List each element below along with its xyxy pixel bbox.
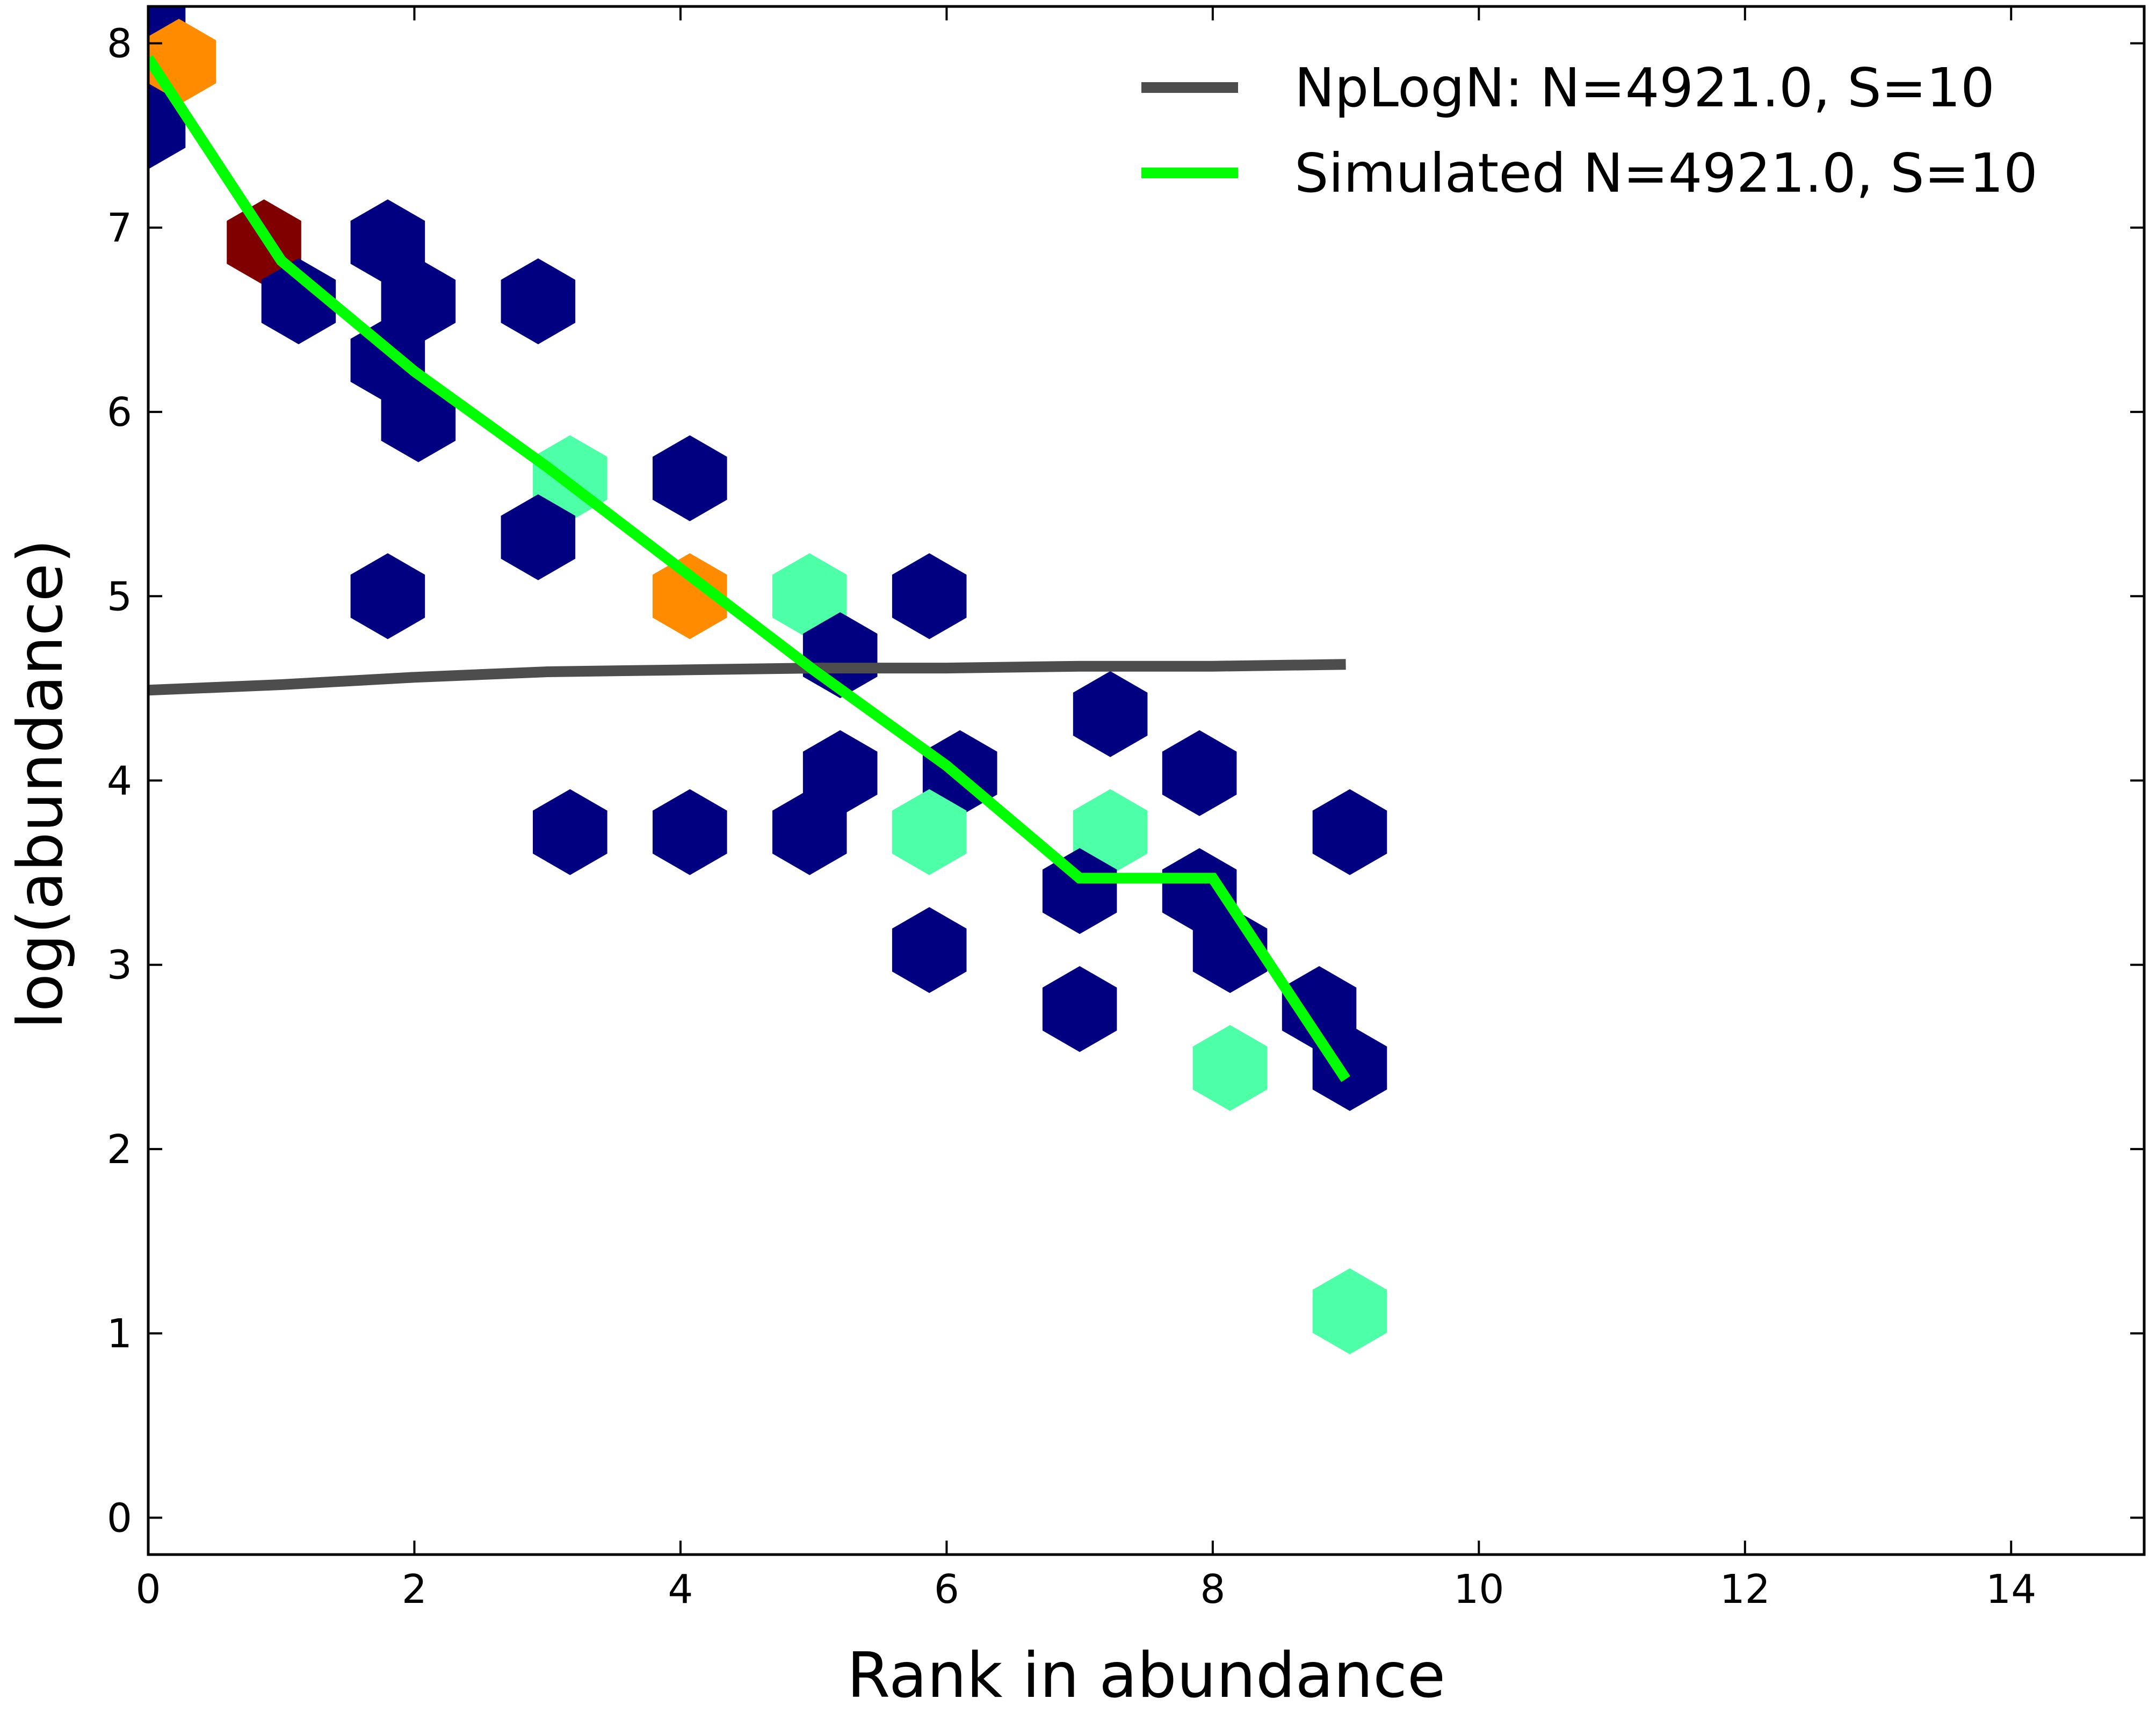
hexbin-cell xyxy=(350,199,425,286)
legend: NpLogN: N=4921.0, S=10 Simulated N=4921.0… xyxy=(1141,56,2038,205)
hexbin-cell xyxy=(1312,789,1387,875)
hexbin-cell xyxy=(501,258,576,345)
hexbin-cell xyxy=(501,494,576,580)
hexbin-cell xyxy=(1282,966,1357,1052)
x-tick-label: 0 xyxy=(135,1566,161,1613)
hexbin-cell xyxy=(1162,848,1237,934)
hexbin-cell xyxy=(1042,966,1117,1052)
y-tick-label: 2 xyxy=(107,1127,132,1173)
y-axis-title: log(abundance) xyxy=(4,539,77,1029)
y-tick-label: 5 xyxy=(107,573,132,620)
hexbin-cell xyxy=(261,258,336,345)
hexbin-cell xyxy=(533,789,607,875)
x-tick-label: 10 xyxy=(1453,1566,1504,1613)
hexbin-cell xyxy=(1192,1025,1268,1111)
hexbin-cell xyxy=(381,376,456,462)
y-tick-label: 3 xyxy=(107,942,132,989)
hexbin-cell xyxy=(892,789,967,875)
legend-label: Simulated N=4921.0, S=10 xyxy=(1294,142,2038,205)
hexbin-cell xyxy=(350,553,425,640)
x-axis: 0 2 4 6 8 10 12 14 xyxy=(135,6,2036,1613)
series-line-simulated xyxy=(148,55,1350,1083)
hexbin-cell xyxy=(1162,730,1237,816)
hexbin-cell xyxy=(892,553,967,640)
y-tick-label: 6 xyxy=(107,389,132,435)
hexbin-layer xyxy=(148,6,1387,1354)
x-tick-label: 12 xyxy=(1720,1566,1770,1613)
series-layer xyxy=(148,55,1350,1083)
x-tick-label: 8 xyxy=(1200,1566,1225,1613)
y-tick-label: 4 xyxy=(107,758,132,804)
series-line-nplogn xyxy=(148,659,1346,696)
y-tick-label: 1 xyxy=(107,1311,132,1357)
y-tick-label: 7 xyxy=(107,205,132,251)
hexbin-cell xyxy=(772,789,847,875)
hexbin-cell xyxy=(381,258,456,345)
x-axis-title: Rank in abundance xyxy=(847,1639,1445,1712)
x-tick-label: 2 xyxy=(402,1566,427,1613)
x-tick-label: 4 xyxy=(668,1566,693,1613)
hexbin-cell xyxy=(1312,1025,1387,1111)
y-tick-label: 8 xyxy=(107,21,132,67)
hexbin-cell xyxy=(1073,789,1148,875)
x-tick-label: 6 xyxy=(934,1566,959,1613)
hexbin-cell xyxy=(1042,848,1117,934)
hexbin-cell xyxy=(892,907,967,993)
hexbin-cell xyxy=(653,789,727,875)
hexbin-cell xyxy=(653,435,727,521)
hexbin-cell xyxy=(802,730,878,816)
y-tick-label: 0 xyxy=(107,1495,132,1541)
hexbin-cell xyxy=(1312,1268,1387,1354)
legend-label: NpLogN: N=4921.0, S=10 xyxy=(1294,56,1995,119)
hexbin-cell xyxy=(1073,671,1148,757)
hexbin-cell xyxy=(653,553,727,640)
hexbin-cell xyxy=(772,553,847,640)
y-axis: 0 1 2 3 4 5 6 7 8 xyxy=(107,21,2144,1541)
x-tick-label: 14 xyxy=(1986,1566,2036,1613)
